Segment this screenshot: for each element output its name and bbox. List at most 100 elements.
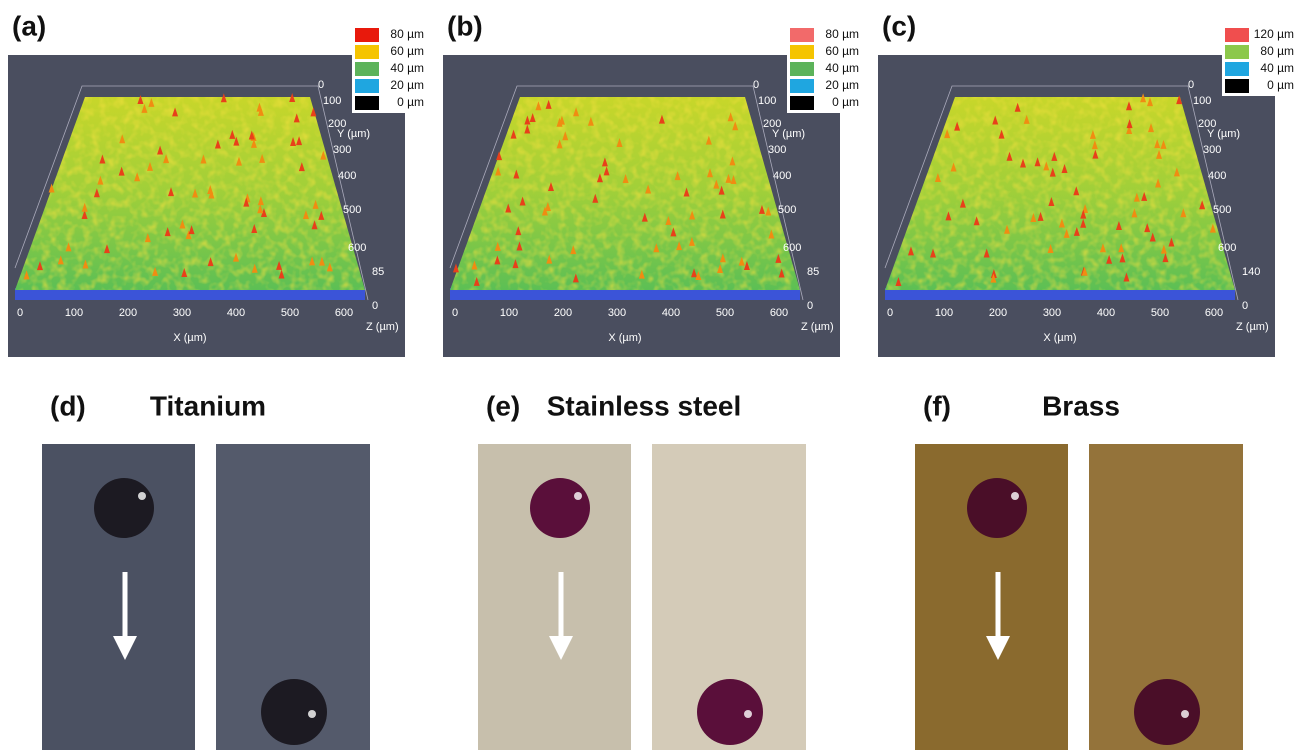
surface-peak bbox=[1106, 254, 1113, 264]
surface-peak bbox=[705, 135, 712, 145]
legend-label: 80 µm bbox=[1260, 44, 1294, 58]
panel-label: (c) bbox=[882, 10, 916, 41]
legend-swatch bbox=[355, 79, 379, 93]
surface-peak bbox=[310, 107, 317, 117]
surface-peak bbox=[545, 99, 552, 109]
surface-peak bbox=[706, 168, 713, 178]
y-tick-label: 500 bbox=[1213, 204, 1231, 216]
surface-peak bbox=[1162, 253, 1169, 263]
surface-peak bbox=[758, 204, 765, 214]
x-tick-label: 500 bbox=[281, 307, 299, 319]
y-tick-label: 500 bbox=[343, 204, 361, 216]
legend-swatch bbox=[1225, 28, 1249, 42]
droplet bbox=[94, 478, 154, 538]
bounding-box bbox=[884, 85, 1239, 301]
surface-peak bbox=[730, 174, 737, 184]
surface-peak bbox=[1141, 191, 1148, 201]
surface-peak bbox=[181, 267, 188, 277]
y-tick-label: 400 bbox=[338, 170, 356, 182]
surface-peak bbox=[990, 273, 997, 283]
surface-peak bbox=[188, 225, 195, 235]
surface-peak bbox=[1091, 140, 1098, 150]
surface-peak bbox=[512, 259, 519, 269]
surface-peak bbox=[168, 187, 175, 197]
legend-label: 80 µm bbox=[390, 27, 424, 41]
surface-texture bbox=[450, 97, 800, 290]
surface-peak bbox=[48, 183, 55, 193]
surface-base bbox=[885, 288, 1235, 300]
y-tick-label: 100 bbox=[758, 95, 776, 107]
x-axis-label: X (µm) bbox=[608, 332, 641, 344]
surface-peak bbox=[658, 114, 665, 124]
surface-base bbox=[15, 288, 365, 300]
surface-peak bbox=[1131, 208, 1138, 218]
surface-peak bbox=[1123, 272, 1130, 282]
surface-peak bbox=[1125, 101, 1132, 111]
surface-peak bbox=[257, 196, 264, 206]
photo-title: Brass bbox=[1042, 390, 1120, 421]
surface-peak bbox=[243, 197, 250, 207]
surface-peak bbox=[257, 204, 264, 214]
surface-peak bbox=[601, 157, 608, 167]
arrow-head bbox=[549, 636, 573, 660]
surface-peak bbox=[1058, 218, 1065, 228]
droplet bbox=[697, 679, 763, 745]
surface-peak bbox=[535, 101, 542, 111]
surface-peak bbox=[616, 138, 623, 148]
surface-peak bbox=[1199, 200, 1206, 210]
surface-peak bbox=[691, 268, 698, 278]
surface-peak bbox=[524, 124, 531, 134]
legend-label: 20 µm bbox=[825, 78, 859, 92]
surface-peak bbox=[163, 154, 170, 164]
surface-peak bbox=[259, 153, 266, 163]
surface-peak bbox=[1063, 228, 1070, 238]
x-tick-label: 0 bbox=[887, 307, 893, 319]
surface-peak bbox=[1051, 151, 1058, 161]
x-tick-label: 400 bbox=[227, 307, 245, 319]
surface-peak bbox=[765, 206, 772, 216]
surface-peak bbox=[541, 206, 548, 216]
surface-peak bbox=[713, 179, 720, 189]
legend-swatch bbox=[790, 79, 814, 93]
surface-peak bbox=[290, 137, 297, 147]
surface-peak bbox=[1014, 102, 1021, 112]
photo-title: Stainless steel bbox=[547, 390, 742, 421]
surface-peak bbox=[134, 172, 141, 182]
z-tick-label: 85 bbox=[807, 266, 819, 278]
droplet-highlight bbox=[1181, 710, 1189, 718]
surface-peak bbox=[998, 129, 1005, 139]
surface-texture bbox=[15, 97, 365, 290]
surface-peak bbox=[164, 227, 171, 237]
surface-peak bbox=[556, 139, 563, 149]
surface-peak bbox=[1061, 164, 1068, 174]
x-tick-label: 400 bbox=[1097, 307, 1115, 319]
surface-peak bbox=[318, 210, 325, 220]
surface-peak bbox=[495, 166, 502, 176]
surface-peak bbox=[293, 113, 300, 123]
surface-peak bbox=[1133, 192, 1140, 202]
surface-peak bbox=[233, 136, 240, 146]
surface-peak bbox=[1146, 97, 1153, 107]
surface-peak bbox=[200, 154, 207, 164]
surface-peak bbox=[452, 263, 459, 273]
x-tick-label: 300 bbox=[1043, 307, 1061, 319]
legend-swatch bbox=[1225, 62, 1249, 76]
surface-peak bbox=[622, 174, 629, 184]
surface-peak bbox=[895, 277, 902, 287]
surface-peak bbox=[235, 156, 242, 166]
surface-peak bbox=[1003, 224, 1010, 234]
surface-peak bbox=[1119, 253, 1126, 263]
surface-peak bbox=[1020, 158, 1027, 168]
surface-peak bbox=[718, 185, 725, 195]
surface-peak bbox=[309, 256, 316, 266]
surface-peak bbox=[1209, 223, 1216, 233]
y-tick-label: 400 bbox=[1208, 170, 1226, 182]
surface-peak bbox=[570, 245, 577, 255]
surface-peak bbox=[1126, 119, 1133, 129]
surface-peak bbox=[515, 226, 522, 236]
y-tick-label: 600 bbox=[783, 242, 801, 254]
surface-peak bbox=[683, 187, 690, 197]
x-tick-label: 200 bbox=[554, 307, 572, 319]
surface-peak bbox=[1073, 186, 1080, 196]
surface-peak bbox=[1099, 243, 1106, 253]
